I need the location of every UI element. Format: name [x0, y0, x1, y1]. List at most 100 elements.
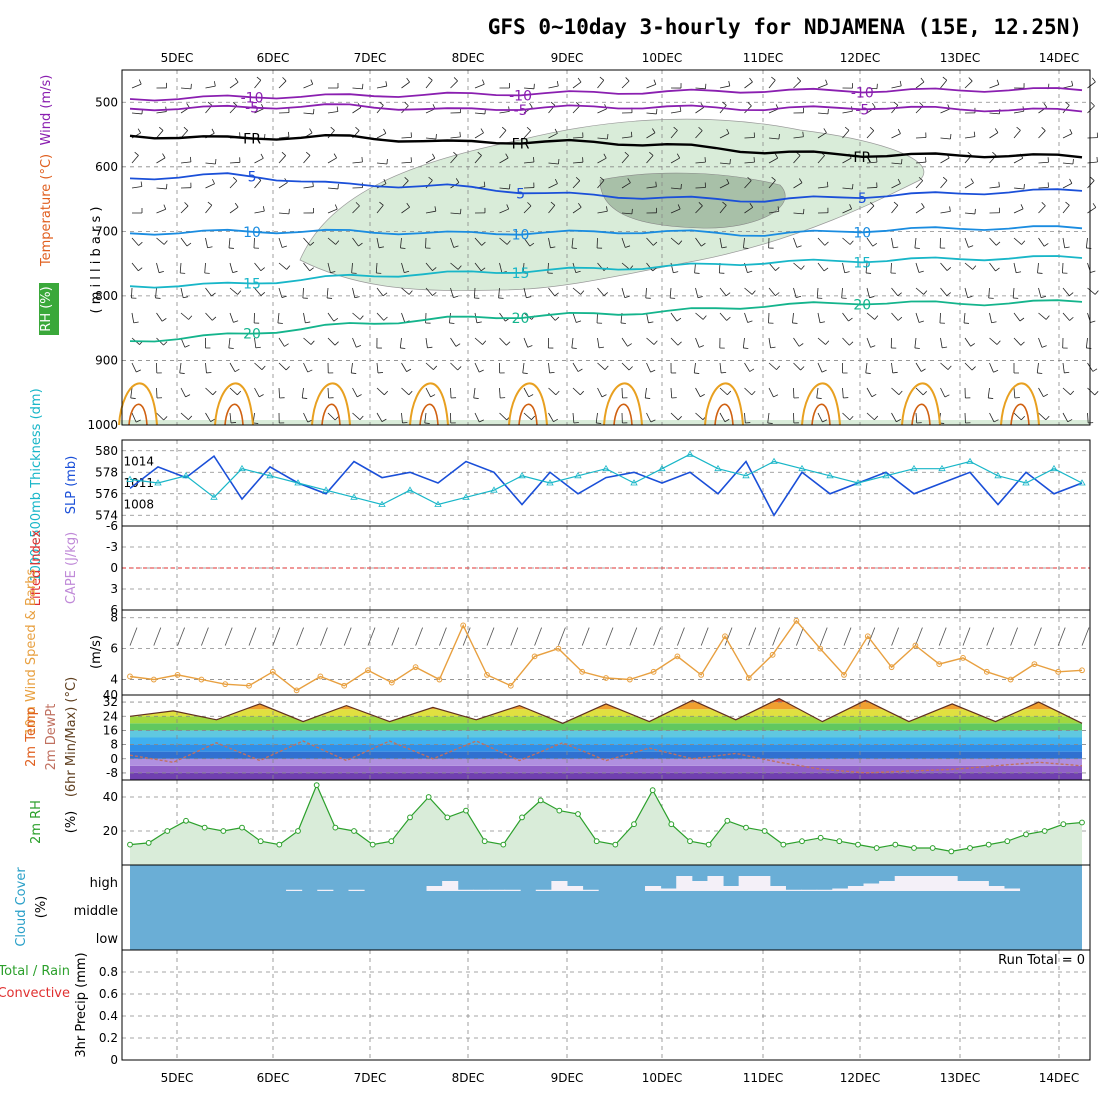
wind-barb-flag — [406, 77, 410, 83]
wind-barb — [523, 412, 532, 420]
wind-barb-flag — [527, 345, 533, 348]
wind-barb — [254, 262, 262, 271]
wind-barb-flag — [722, 201, 727, 206]
wind-barb-flag — [161, 318, 167, 322]
rh2m-marker — [649, 787, 656, 794]
date-top-10DEC: 10DEC — [642, 51, 682, 65]
temp-band — [130, 709, 1082, 717]
temp-line — [129, 697, 1083, 724]
rh2m-marker — [220, 828, 227, 834]
wind-barb-flag — [228, 247, 235, 249]
wind-barb — [891, 387, 900, 396]
cape-contour — [118, 382, 158, 426]
wind-barb-flag — [871, 393, 877, 398]
contour-label-15: 15 — [853, 255, 871, 271]
wind-barb-flag — [698, 202, 703, 207]
wind-barb-flag — [771, 76, 776, 81]
wind-barb — [964, 262, 973, 270]
wind-barb-flag — [973, 131, 976, 137]
pressure-tick-800: 800 — [95, 289, 118, 303]
wind-barb-flag — [724, 418, 730, 423]
wind-barb — [180, 205, 189, 214]
wind-barb-flag — [212, 390, 217, 396]
wind10-barb — [1034, 627, 1042, 646]
wind-barb — [645, 287, 647, 299]
wind-barb — [866, 187, 878, 189]
wind-barb — [744, 362, 751, 372]
cloud-tick-low: low — [96, 932, 119, 947]
wind-barb — [523, 87, 534, 90]
wind-barb-flag — [625, 77, 630, 82]
wind-barb-flag — [897, 178, 901, 184]
wind-barb — [1062, 183, 1073, 189]
slp-tick-1008: 1008 — [123, 498, 154, 512]
wind-barb-flag — [361, 156, 363, 163]
rh2m-marker — [276, 841, 283, 848]
date-bottom-6DEC: 6DEC — [257, 1071, 290, 1085]
wind-barb-flag — [819, 321, 826, 324]
date-bottom-10DEC: 10DEC — [642, 1071, 682, 1085]
wind-barb — [621, 155, 629, 164]
wind-barb — [891, 133, 901, 139]
high-cloud-bar — [925, 876, 943, 891]
upper-air-wind-barbs — [130, 76, 1099, 424]
wind-barb-flag — [949, 206, 951, 212]
wind-barb — [989, 337, 998, 345]
wind10-marker — [484, 672, 490, 678]
wind10-marker — [365, 667, 371, 674]
wind-barb — [327, 412, 336, 421]
temp-tick--8: -8 — [106, 766, 118, 780]
wind-barb — [572, 137, 584, 139]
wind-barb — [621, 237, 626, 248]
wind-barb — [768, 210, 779, 214]
temperature-label: Temperature (°C) — [39, 154, 54, 267]
wind-barb-flag — [284, 343, 289, 347]
wind-barb — [621, 287, 626, 298]
wind-barb-flag — [555, 390, 560, 396]
wind-barb-flag — [673, 126, 678, 131]
high-cloud-bar — [785, 889, 802, 891]
wind10-barb — [177, 627, 185, 646]
high-cloud-bar — [645, 886, 662, 891]
wind10-marker — [674, 653, 681, 660]
wind-barb-flag — [550, 246, 556, 249]
wind-barb-flag — [726, 316, 731, 321]
wind-barb — [450, 387, 452, 399]
high-cloud-bar — [457, 889, 474, 891]
wind10-line — [129, 619, 1083, 692]
wind-barb — [499, 412, 507, 421]
wind-barb-flag — [480, 128, 484, 134]
wind-barb-flag — [1096, 156, 1098, 163]
wind-barb-flag — [648, 321, 654, 324]
wind-barb-flag — [1019, 317, 1025, 322]
wind10-barb — [320, 627, 328, 646]
contour-label-5: 5 — [858, 191, 867, 207]
wind-barb — [474, 83, 485, 89]
high-cloud-bar — [566, 886, 584, 891]
wind-barb-flag — [305, 321, 311, 324]
wind-barb — [989, 112, 1000, 115]
wind-barb — [842, 312, 849, 322]
wind-barb — [254, 210, 265, 214]
wind10-barb — [796, 627, 804, 646]
wind-barb-flag — [721, 246, 727, 249]
wind-barb-flag — [823, 128, 827, 133]
wind-barb — [842, 130, 850, 139]
wind-barb — [1038, 161, 1049, 164]
wind-barb-flag — [476, 321, 482, 324]
wind-barb-flag — [747, 320, 753, 323]
wind-barb-flag — [550, 201, 556, 206]
wind-barb-flag — [158, 126, 164, 131]
wind-barb-flag — [261, 365, 266, 370]
high-cloud-bar — [691, 881, 708, 891]
wind-barb-flag — [505, 153, 509, 159]
wind-barb-flag — [432, 292, 437, 296]
wind10-barb — [248, 627, 257, 646]
wind-barb-flag — [1069, 178, 1073, 184]
wind-barb — [254, 387, 260, 398]
wind-barb — [571, 237, 574, 248]
rh2m-marker — [519, 814, 525, 821]
wind-barb-flag — [998, 181, 1000, 187]
wind-barb — [229, 161, 241, 164]
wind-barb-flag — [679, 106, 682, 112]
